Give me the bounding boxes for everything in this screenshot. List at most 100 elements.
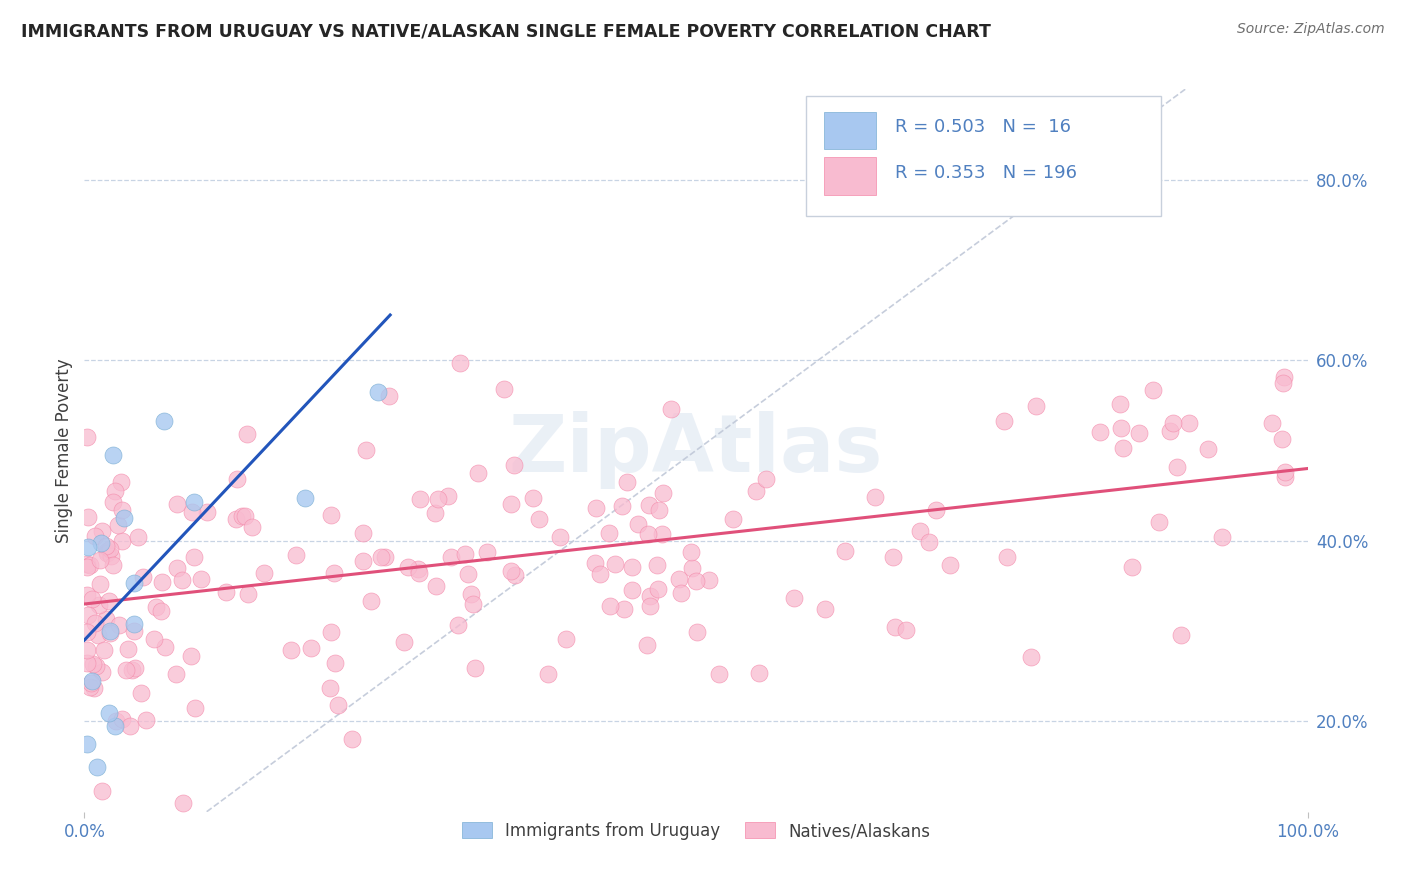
Point [91, 665, 114, 680]
Point [995, 550, 1018, 565]
Point [183, 550, 205, 565]
Point [392, 634, 415, 648]
Point [668, 572, 690, 586]
Point [121, 663, 143, 677]
Point [100, 549, 122, 563]
Point [319, 508, 342, 523]
Point [76, 560, 98, 574]
Point [745, 483, 768, 498]
Point [108, 618, 131, 632]
Point [651, 526, 673, 541]
Point [96, 545, 118, 559]
Point [378, 389, 401, 403]
Point [408, 566, 430, 581]
Point [98, 541, 121, 556]
Point [111, 712, 134, 726]
Point [627, 516, 650, 531]
Point [127, 530, 149, 544]
Point [503, 567, 526, 582]
Point [190, 572, 212, 586]
Point [651, 486, 673, 500]
Point [94, 539, 117, 553]
Point [183, 494, 205, 508]
Point [135, 713, 157, 727]
Point [225, 512, 247, 526]
Point [467, 466, 489, 480]
Point [834, 543, 856, 558]
Point [1170, 628, 1192, 642]
Point [599, 599, 621, 613]
Point [1142, 383, 1164, 397]
Point [280, 643, 302, 657]
Point [82, 673, 104, 688]
Point [115, 663, 138, 677]
Point [637, 527, 659, 541]
Point [166, 561, 188, 575]
Point [110, 475, 132, 489]
Point [225, 472, 247, 486]
Point [1109, 420, 1132, 434]
Point [96, 544, 118, 558]
Point [1025, 400, 1047, 414]
Point [76, 656, 98, 670]
Point [184, 700, 207, 714]
Point [863, 490, 886, 504]
Point [620, 559, 643, 574]
Point [396, 560, 419, 574]
Point [924, 503, 946, 517]
Point [233, 508, 256, 523]
Point [669, 586, 692, 600]
Point [172, 573, 194, 587]
Point [165, 667, 187, 681]
Point [82, 657, 104, 671]
Point [894, 624, 917, 638]
FancyBboxPatch shape [824, 157, 876, 194]
Point [1274, 370, 1296, 384]
Point [637, 498, 659, 512]
Point [605, 557, 627, 571]
Point [240, 520, 263, 534]
Point [112, 511, 135, 525]
Point [1260, 416, 1282, 430]
Point [647, 582, 669, 596]
FancyBboxPatch shape [806, 96, 1161, 216]
Point [585, 501, 607, 516]
Point [1272, 376, 1295, 391]
Point [111, 534, 134, 549]
Point [104, 483, 127, 498]
Point [90, 783, 112, 797]
Point [910, 524, 932, 539]
Point [354, 442, 377, 457]
Point [406, 562, 429, 576]
Point [77, 608, 100, 623]
Point [697, 573, 720, 587]
Point [90, 535, 112, 549]
Point [124, 660, 146, 674]
Point [918, 535, 941, 549]
Point [181, 505, 204, 519]
Point [231, 508, 253, 523]
Point [131, 570, 153, 584]
Point [537, 666, 560, 681]
Point [98, 625, 121, 640]
Point [124, 624, 146, 638]
Point [645, 558, 668, 573]
Point [1128, 426, 1150, 441]
Point [107, 517, 129, 532]
Point [461, 597, 484, 611]
Point [499, 564, 522, 578]
Point [685, 574, 707, 589]
Point [1211, 530, 1233, 544]
Point [583, 556, 606, 570]
Point [98, 706, 121, 720]
Text: R = 0.503   N =  16: R = 0.503 N = 16 [896, 119, 1071, 136]
Point [322, 566, 344, 580]
Point [122, 576, 145, 591]
Text: Source: ZipAtlas.com: Source: ZipAtlas.com [1237, 22, 1385, 37]
Point [457, 566, 479, 581]
Point [1271, 432, 1294, 446]
Point [610, 499, 633, 513]
Point [783, 591, 806, 605]
Point [101, 558, 124, 572]
Text: IMMIGRANTS FROM URUGUAY VS NATIVE/ALASKAN SINGLE FEMALE POVERTY CORRELATION CHAR: IMMIGRANTS FROM URUGUAY VS NATIVE/ALASKA… [21, 22, 991, 40]
